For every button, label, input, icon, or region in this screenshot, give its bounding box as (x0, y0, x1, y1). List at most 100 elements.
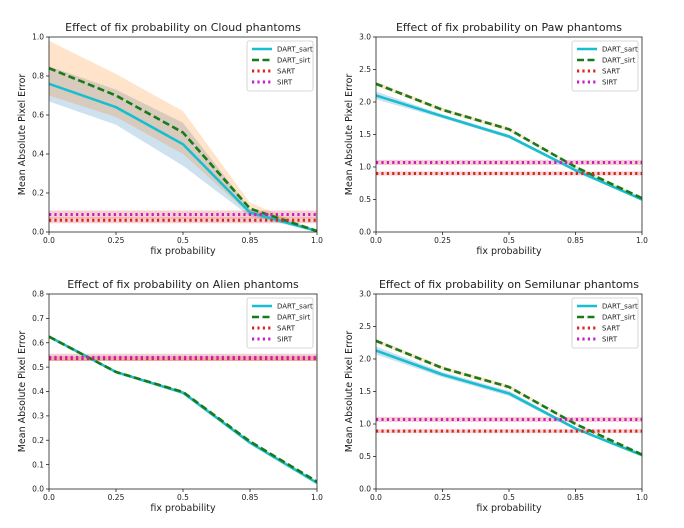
series-line-dart-sart (376, 94, 642, 201)
x-tick-label: 0.0 (370, 236, 382, 245)
y-tick-label: 0.0 (359, 228, 371, 237)
y-tick-label: 0.8 (32, 290, 44, 299)
x-axis-label: fix probability (150, 503, 216, 514)
x-tick-label: 0.5 (503, 236, 515, 245)
legend-label: SIRT (602, 79, 618, 87)
legend: DART_sart DART_sirt SART SIRT (571, 297, 639, 349)
y-tick-label: 0.7 (32, 314, 44, 323)
x-tick-label: 0.85 (567, 493, 584, 502)
plot-area (49, 335, 317, 485)
x-tick-label: 0.85 (242, 236, 259, 245)
y-tick-label: 0.6 (32, 338, 44, 347)
x-tick-label: 0.25 (434, 493, 451, 502)
y-tick-label: 2.5 (359, 65, 371, 74)
legend-label: DART_sart (602, 303, 638, 311)
legend-label: SART (277, 68, 296, 76)
y-tick-label: 0.5 (32, 363, 44, 372)
y-tick-label: 0.2 (32, 436, 44, 445)
y-tick-label: 1.0 (359, 163, 371, 172)
y-tick-label: 3.0 (359, 290, 371, 299)
y-tick-label: 0.0 (359, 485, 371, 494)
y-tick-label: 0.4 (32, 387, 44, 396)
chart-title: Effect of fix probability on Paw phantom… (396, 21, 622, 34)
y-tick-label: 2.0 (359, 98, 371, 107)
y-axis-label: Mean Absolute Pixel Error (17, 74, 28, 196)
x-tick-label: 0.5 (177, 236, 189, 245)
legend-label: SART (277, 325, 296, 333)
band-dart-sirt (376, 338, 642, 456)
y-axis-label: Mean Absolute Pixel Error (344, 331, 355, 453)
series-line-dart-sirt (376, 82, 642, 200)
chart-panel-paw: Effect of fix probability on Paw phantom… (344, 21, 648, 257)
chart-title: Effect of fix probability on Semilunar p… (379, 278, 639, 291)
y-tick-label: 0.6 (32, 111, 44, 120)
x-tick-label: 0.85 (567, 236, 584, 245)
legend: DART_sart DART_sirt SART SIRT (246, 40, 314, 92)
legend-label: SIRT (602, 336, 618, 344)
x-tick-label: 0.25 (434, 236, 451, 245)
y-tick-label: 0.5 (359, 195, 371, 204)
band-dart-sirt (376, 81, 642, 199)
y-tick-label: 2.0 (359, 355, 371, 364)
x-tick-label: 1.0 (636, 493, 648, 502)
y-tick-label: 0.8 (32, 72, 44, 81)
legend-box (246, 40, 314, 92)
y-tick-label: 1.0 (32, 33, 44, 42)
legend-box (571, 40, 639, 92)
x-tick-label: 0.25 (108, 493, 125, 502)
y-tick-label: 0.0 (32, 228, 44, 237)
y-tick-label: 3.0 (359, 33, 371, 42)
y-tick-label: 0.3 (32, 412, 44, 421)
x-tick-label: 0.5 (177, 493, 189, 502)
x-tick-label: 0.25 (108, 236, 125, 245)
y-tick-label: 1.5 (359, 387, 371, 396)
x-tick-label: 0.5 (503, 493, 515, 502)
y-tick-label: 0.4 (32, 150, 44, 159)
x-tick-label: 1.0 (636, 236, 648, 245)
series-line-dart-sirt (49, 66, 317, 232)
legend-label: DART_sart (277, 303, 313, 311)
x-tick-label: 1.0 (311, 493, 323, 502)
series-line-dart-sart (49, 82, 317, 232)
x-axis-label: fix probability (150, 246, 216, 257)
legend-label: DART_sirt (277, 57, 311, 65)
legend: DART_sart DART_sirt SART SIRT (246, 297, 314, 349)
x-tick-label: 0.0 (370, 493, 382, 502)
x-tick-label: 1.0 (311, 236, 323, 245)
legend-label: DART_sart (602, 46, 638, 54)
legend-label: SART (602, 68, 621, 76)
y-tick-label: 1.0 (359, 420, 371, 429)
legend: DART_sart DART_sirt SART SIRT (571, 40, 639, 92)
x-tick-label: 0.0 (43, 236, 55, 245)
y-axis-label: Mean Absolute Pixel Error (344, 74, 355, 196)
y-axis-label: Mean Absolute Pixel Error (17, 331, 28, 453)
chart-title: Effect of fix probability on Alien phant… (67, 278, 299, 291)
legend-label: DART_sart (277, 46, 313, 54)
x-axis-label: fix probability (476, 503, 542, 514)
plot-area (376, 81, 642, 201)
legend-label: DART_sirt (277, 314, 311, 322)
series-line-dart-sirt (376, 339, 642, 456)
legend-label: SIRT (277, 79, 293, 87)
legend-label: SIRT (277, 336, 293, 344)
series-line-dart-sart (376, 349, 642, 457)
chart-panel-cloud: Effect of fix probability on Cloud phant… (17, 21, 323, 257)
x-axis-label: fix probability (476, 246, 542, 257)
series-line-dart-sirt (49, 335, 317, 483)
y-tick-label: 0.5 (359, 452, 371, 461)
band-dart-sart (376, 91, 642, 201)
plot-area (376, 338, 642, 457)
plot-area (49, 40, 317, 232)
legend-box (571, 297, 639, 349)
y-tick-label: 0.1 (32, 460, 44, 469)
band-dart-sirt (49, 40, 317, 232)
chart-panel-alien: Effect of fix probability on Alien phant… (17, 278, 323, 514)
legend-box (246, 297, 314, 349)
y-tick-label: 0.2 (32, 189, 44, 198)
chart-panel-semilunar: Effect of fix probability on Semilunar p… (344, 278, 648, 514)
x-tick-label: 0.0 (43, 493, 55, 502)
x-tick-label: 0.85 (242, 493, 259, 502)
legend-label: SART (602, 325, 621, 333)
y-tick-label: 1.5 (359, 130, 371, 139)
